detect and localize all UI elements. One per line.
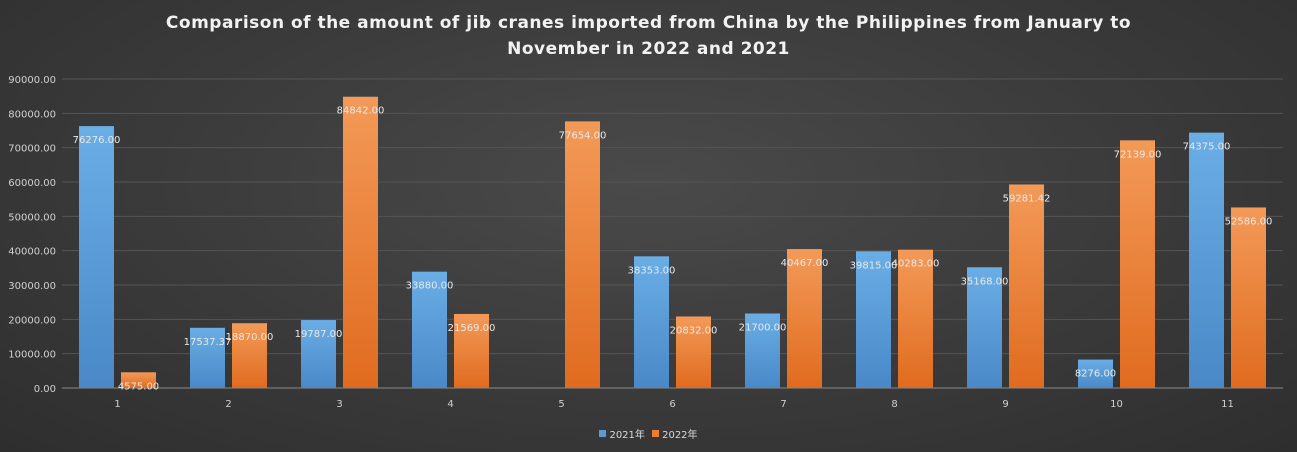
data-label: 59281.42	[1003, 193, 1051, 204]
data-label: 21569.00	[448, 323, 496, 334]
y-tick-label: 40000.00	[8, 247, 56, 258]
bar-2022	[454, 313, 489, 388]
x-tick-label: 7	[780, 399, 786, 410]
y-axis-ticks: 0.00 10000.00 20000.00 30000.00 40000.00 5000…	[8, 75, 56, 395]
data-label: 33880.00	[406, 281, 454, 292]
legend-swatch-2021	[599, 430, 607, 437]
bar-2021	[967, 267, 1002, 388]
y-tick-label: 80000.00	[8, 109, 56, 120]
data-label: 18870.00	[226, 332, 274, 343]
legend-item-2022: 2022年	[652, 426, 698, 441]
y-tick-label: 50000.00	[8, 212, 56, 223]
data-label: 72139.00	[1114, 149, 1162, 160]
data-label: 52586.00	[1225, 216, 1273, 227]
legend-label-2021: 2021年	[609, 430, 645, 441]
bar-2021	[745, 313, 780, 388]
bar-2021	[190, 327, 225, 388]
bar-2022	[787, 249, 822, 388]
x-tick-label: 4	[447, 399, 453, 410]
chart-title: Comparison of the amount of jib cranes i…	[165, 13, 1132, 59]
data-label: 19787.00	[295, 329, 343, 340]
data-label: 77654.00	[559, 130, 607, 141]
x-axis-ticks: 1 2 3 4 5 6 7 8 9 10 11	[114, 399, 1234, 410]
data-label: 17537.37	[184, 337, 232, 348]
x-tick-label: 9	[1002, 399, 1008, 410]
bar-2021	[301, 320, 336, 388]
bar-2022	[676, 316, 711, 388]
x-tick-label: 8	[891, 399, 897, 410]
data-label: 39815.00	[850, 260, 898, 271]
bar-2021	[634, 256, 669, 388]
x-tick-label: 1	[114, 399, 120, 410]
x-tick-label: 11	[1221, 399, 1234, 410]
bar-2021	[856, 251, 891, 388]
bar-2021	[1189, 132, 1224, 388]
data-label: 35168.00	[961, 276, 1009, 287]
data-label: 74375.00	[1183, 142, 1231, 153]
bar-2022	[232, 323, 267, 388]
x-tick-label: 5	[558, 399, 564, 410]
bar-2022	[1120, 140, 1155, 388]
bar-2022	[898, 249, 933, 388]
data-label: 8276.00	[1075, 369, 1116, 380]
data-label: 40283.00	[892, 259, 940, 270]
y-tick-label: 30000.00	[8, 281, 56, 292]
bar-2021	[1078, 359, 1113, 388]
y-tick-label: 10000.00	[8, 350, 56, 361]
y-tick-label: 60000.00	[8, 178, 56, 189]
bar-2022	[1009, 184, 1044, 388]
data-label: 38353.00	[628, 265, 676, 276]
bar-2021	[79, 126, 114, 388]
y-tick-label: 90000.00	[8, 75, 56, 86]
bar-2021	[412, 271, 447, 388]
bar-2022	[121, 372, 156, 388]
data-label: 4575.00	[118, 381, 159, 392]
legend: 2021年 2022年	[0, 426, 1297, 441]
gridlines	[62, 78, 1283, 389]
legend-label-2022: 2022年	[662, 430, 698, 441]
y-tick-label: 0.00	[34, 384, 56, 395]
data-label: 20832.00	[670, 325, 718, 336]
y-tick-label: 70000.00	[8, 144, 56, 155]
data-label: 40467.00	[781, 258, 829, 269]
bar-2022	[343, 96, 378, 388]
data-label: 84842.00	[337, 106, 385, 117]
data-label: 21700.00	[739, 322, 787, 333]
legend-swatch-2022	[652, 430, 660, 437]
legend-item-2021: 2021年	[599, 426, 645, 441]
x-tick-label: 10	[1110, 399, 1123, 410]
x-tick-label: 6	[669, 399, 675, 410]
x-tick-label: 2	[225, 399, 231, 410]
bar-2022	[565, 121, 600, 388]
bars	[79, 96, 1266, 388]
data-label: 76276.00	[73, 135, 121, 146]
x-tick-label: 3	[336, 399, 342, 410]
y-tick-label: 20000.00	[8, 315, 56, 326]
bar-2022	[1231, 207, 1266, 388]
